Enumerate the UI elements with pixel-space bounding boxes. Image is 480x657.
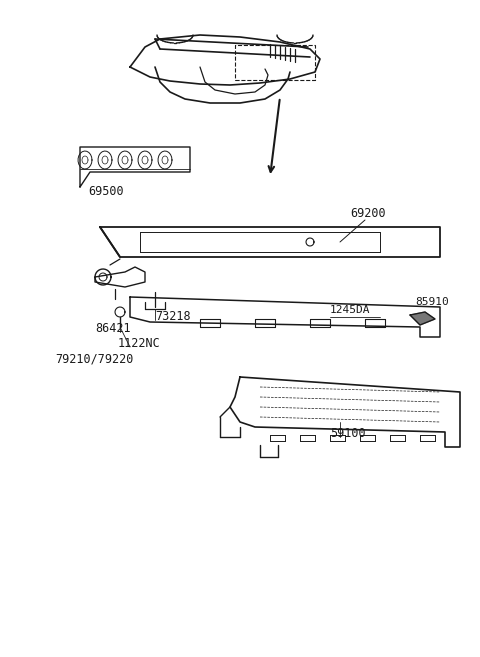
Text: 73218: 73218 bbox=[155, 310, 191, 323]
Text: 86421: 86421 bbox=[95, 322, 131, 335]
Text: 85910: 85910 bbox=[415, 297, 449, 307]
Polygon shape bbox=[410, 312, 435, 325]
Text: 79210/79220: 79210/79220 bbox=[55, 352, 133, 365]
Text: 69500: 69500 bbox=[88, 185, 124, 198]
Text: 59100: 59100 bbox=[330, 427, 366, 440]
Text: 69200: 69200 bbox=[350, 207, 385, 220]
Text: 1245DA: 1245DA bbox=[330, 305, 371, 315]
Text: 1122NC: 1122NC bbox=[118, 337, 161, 350]
